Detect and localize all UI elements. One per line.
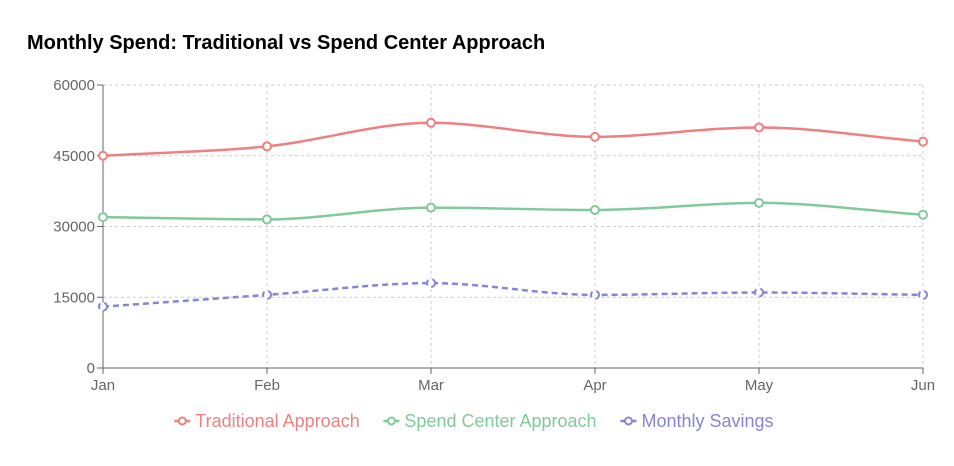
legend-label: Monthly Savings xyxy=(641,411,773,431)
x-tick-label: Apr xyxy=(583,377,606,394)
legend-label: Traditional Approach xyxy=(195,411,359,431)
x-tick-label: Feb xyxy=(254,377,280,394)
data-point[interactable] xyxy=(426,117,436,128)
legend-marker-icon xyxy=(177,416,187,426)
data-point[interactable] xyxy=(590,204,600,215)
grid xyxy=(103,84,924,368)
legend-marker-icon xyxy=(386,416,396,426)
data-point[interactable] xyxy=(754,287,764,298)
series-spend-center-approach xyxy=(98,197,928,225)
y-tick-label: 60000 xyxy=(53,77,95,94)
series-layer xyxy=(98,117,928,312)
x-tick-label: Jan xyxy=(91,377,115,394)
series-line xyxy=(102,201,924,221)
data-point[interactable] xyxy=(262,141,272,152)
data-point[interactable] xyxy=(98,301,108,312)
legend-marker-icon xyxy=(623,416,633,426)
data-point[interactable] xyxy=(590,131,600,142)
data-point[interactable] xyxy=(262,289,272,300)
data-point[interactable] xyxy=(98,212,108,223)
x-tick-label: Mar xyxy=(418,377,444,394)
y-tick-label: 30000 xyxy=(53,219,95,236)
legend-label: Spend Center Approach xyxy=(404,411,596,431)
data-point[interactable] xyxy=(262,214,272,225)
series-line xyxy=(102,281,924,308)
axes: 0 15000 30000 45000 60000 Jan Feb Mar Apr May Jun xyxy=(53,77,935,394)
data-point[interactable] xyxy=(918,209,928,220)
series-line xyxy=(102,121,924,157)
data-point[interactable] xyxy=(754,122,764,133)
chart-title: Monthly Spend: Traditional vs Spend Cent… xyxy=(27,32,546,54)
y-tick-label: 45000 xyxy=(53,148,95,165)
data-point[interactable] xyxy=(98,150,108,161)
legend-item[interactable]: Traditional Approach xyxy=(174,411,360,431)
x-tick-label: Jun xyxy=(911,377,935,394)
data-point[interactable] xyxy=(918,136,928,147)
series-monthly-savings xyxy=(98,278,928,312)
series-traditional-approach xyxy=(98,117,928,161)
data-point[interactable] xyxy=(426,278,436,289)
data-point[interactable] xyxy=(918,289,928,300)
x-tick-label: May xyxy=(745,377,774,394)
data-point[interactable] xyxy=(426,202,436,213)
data-point[interactable] xyxy=(590,289,600,300)
legend[interactable]: Traditional Approach Spend Center Approac… xyxy=(174,411,774,431)
legend-item[interactable]: Spend Center Approach xyxy=(383,411,597,431)
data-point[interactable] xyxy=(754,197,764,208)
y-tick-label: 0 xyxy=(87,360,95,377)
legend-item[interactable]: Monthly Savings xyxy=(620,411,774,431)
y-tick-label: 15000 xyxy=(53,289,95,306)
